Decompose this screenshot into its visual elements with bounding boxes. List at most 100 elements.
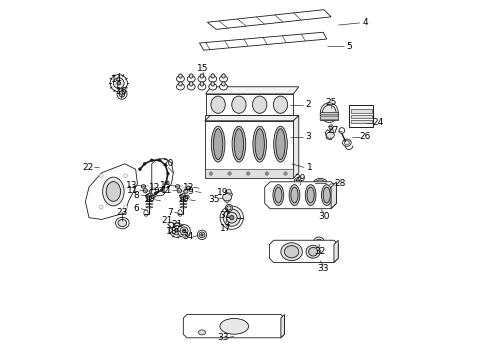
Ellipse shape bbox=[198, 84, 206, 90]
Ellipse shape bbox=[314, 179, 327, 187]
Ellipse shape bbox=[124, 206, 127, 209]
Ellipse shape bbox=[225, 204, 232, 212]
Polygon shape bbox=[294, 176, 302, 187]
Text: 21: 21 bbox=[162, 216, 173, 225]
Text: 34: 34 bbox=[183, 232, 194, 241]
Ellipse shape bbox=[209, 172, 213, 175]
Ellipse shape bbox=[149, 190, 154, 193]
Ellipse shape bbox=[289, 185, 300, 206]
Ellipse shape bbox=[143, 189, 147, 193]
Text: 14: 14 bbox=[111, 75, 122, 84]
Ellipse shape bbox=[230, 216, 234, 220]
Ellipse shape bbox=[232, 96, 246, 113]
Text: 3: 3 bbox=[306, 132, 311, 141]
Ellipse shape bbox=[182, 229, 186, 233]
Ellipse shape bbox=[273, 185, 284, 206]
Ellipse shape bbox=[178, 210, 182, 216]
Polygon shape bbox=[281, 315, 285, 338]
Text: 21: 21 bbox=[171, 220, 183, 229]
Text: 1: 1 bbox=[307, 163, 313, 172]
Ellipse shape bbox=[254, 116, 266, 119]
Polygon shape bbox=[205, 87, 299, 94]
Ellipse shape bbox=[343, 139, 351, 146]
Ellipse shape bbox=[187, 84, 195, 90]
Ellipse shape bbox=[119, 91, 125, 97]
Ellipse shape bbox=[170, 223, 184, 237]
Text: 24: 24 bbox=[372, 118, 383, 127]
Bar bbox=[351, 120, 371, 123]
Ellipse shape bbox=[200, 74, 204, 78]
Polygon shape bbox=[325, 128, 334, 140]
Ellipse shape bbox=[309, 247, 318, 256]
Ellipse shape bbox=[232, 126, 245, 162]
Ellipse shape bbox=[313, 237, 324, 248]
Ellipse shape bbox=[169, 222, 174, 228]
Ellipse shape bbox=[322, 105, 336, 120]
Ellipse shape bbox=[209, 76, 217, 82]
Ellipse shape bbox=[180, 227, 188, 235]
Polygon shape bbox=[294, 116, 299, 178]
Ellipse shape bbox=[146, 194, 149, 198]
Text: 12: 12 bbox=[149, 183, 160, 192]
Ellipse shape bbox=[214, 129, 223, 159]
Ellipse shape bbox=[181, 193, 185, 197]
Text: 10: 10 bbox=[178, 195, 190, 204]
Ellipse shape bbox=[305, 185, 316, 206]
Text: 13: 13 bbox=[160, 181, 171, 190]
Ellipse shape bbox=[275, 187, 282, 203]
Ellipse shape bbox=[178, 225, 190, 237]
Text: 32: 32 bbox=[315, 247, 326, 256]
Text: 17: 17 bbox=[220, 224, 231, 233]
Ellipse shape bbox=[181, 196, 186, 200]
Ellipse shape bbox=[255, 129, 265, 159]
Text: 20: 20 bbox=[163, 159, 174, 168]
Ellipse shape bbox=[246, 172, 250, 175]
Ellipse shape bbox=[211, 82, 215, 86]
Polygon shape bbox=[205, 116, 294, 120]
Ellipse shape bbox=[164, 163, 167, 166]
Ellipse shape bbox=[175, 228, 179, 232]
Polygon shape bbox=[223, 189, 232, 203]
Ellipse shape bbox=[187, 76, 195, 82]
Ellipse shape bbox=[190, 82, 193, 86]
Text: 10: 10 bbox=[144, 195, 155, 204]
Text: 28: 28 bbox=[334, 179, 346, 188]
Ellipse shape bbox=[323, 187, 330, 203]
Polygon shape bbox=[85, 164, 137, 220]
Ellipse shape bbox=[110, 75, 127, 92]
Ellipse shape bbox=[326, 132, 334, 138]
Text: 9: 9 bbox=[153, 187, 159, 196]
Ellipse shape bbox=[220, 206, 244, 229]
Polygon shape bbox=[199, 32, 327, 50]
Ellipse shape bbox=[275, 116, 286, 119]
Ellipse shape bbox=[220, 84, 227, 90]
Ellipse shape bbox=[165, 181, 168, 184]
Text: 15: 15 bbox=[197, 64, 208, 73]
Ellipse shape bbox=[147, 196, 152, 200]
Ellipse shape bbox=[223, 209, 240, 226]
Ellipse shape bbox=[265, 172, 269, 175]
Ellipse shape bbox=[315, 239, 322, 246]
Text: 6: 6 bbox=[133, 204, 139, 213]
Polygon shape bbox=[270, 240, 338, 262]
Ellipse shape bbox=[320, 103, 338, 122]
Ellipse shape bbox=[150, 159, 153, 162]
Polygon shape bbox=[207, 10, 331, 30]
Ellipse shape bbox=[233, 116, 245, 119]
Ellipse shape bbox=[201, 234, 203, 236]
Text: 11: 11 bbox=[127, 185, 139, 194]
Ellipse shape bbox=[274, 126, 287, 162]
Ellipse shape bbox=[179, 74, 182, 78]
Ellipse shape bbox=[177, 189, 181, 193]
Ellipse shape bbox=[124, 174, 127, 177]
Ellipse shape bbox=[154, 192, 157, 195]
Ellipse shape bbox=[200, 82, 204, 86]
Ellipse shape bbox=[294, 178, 299, 186]
Text: 27: 27 bbox=[327, 126, 339, 135]
Ellipse shape bbox=[99, 174, 103, 177]
Ellipse shape bbox=[198, 76, 206, 82]
Ellipse shape bbox=[199, 232, 205, 238]
Ellipse shape bbox=[281, 243, 302, 261]
Ellipse shape bbox=[106, 181, 121, 201]
Bar bbox=[320, 116, 338, 117]
